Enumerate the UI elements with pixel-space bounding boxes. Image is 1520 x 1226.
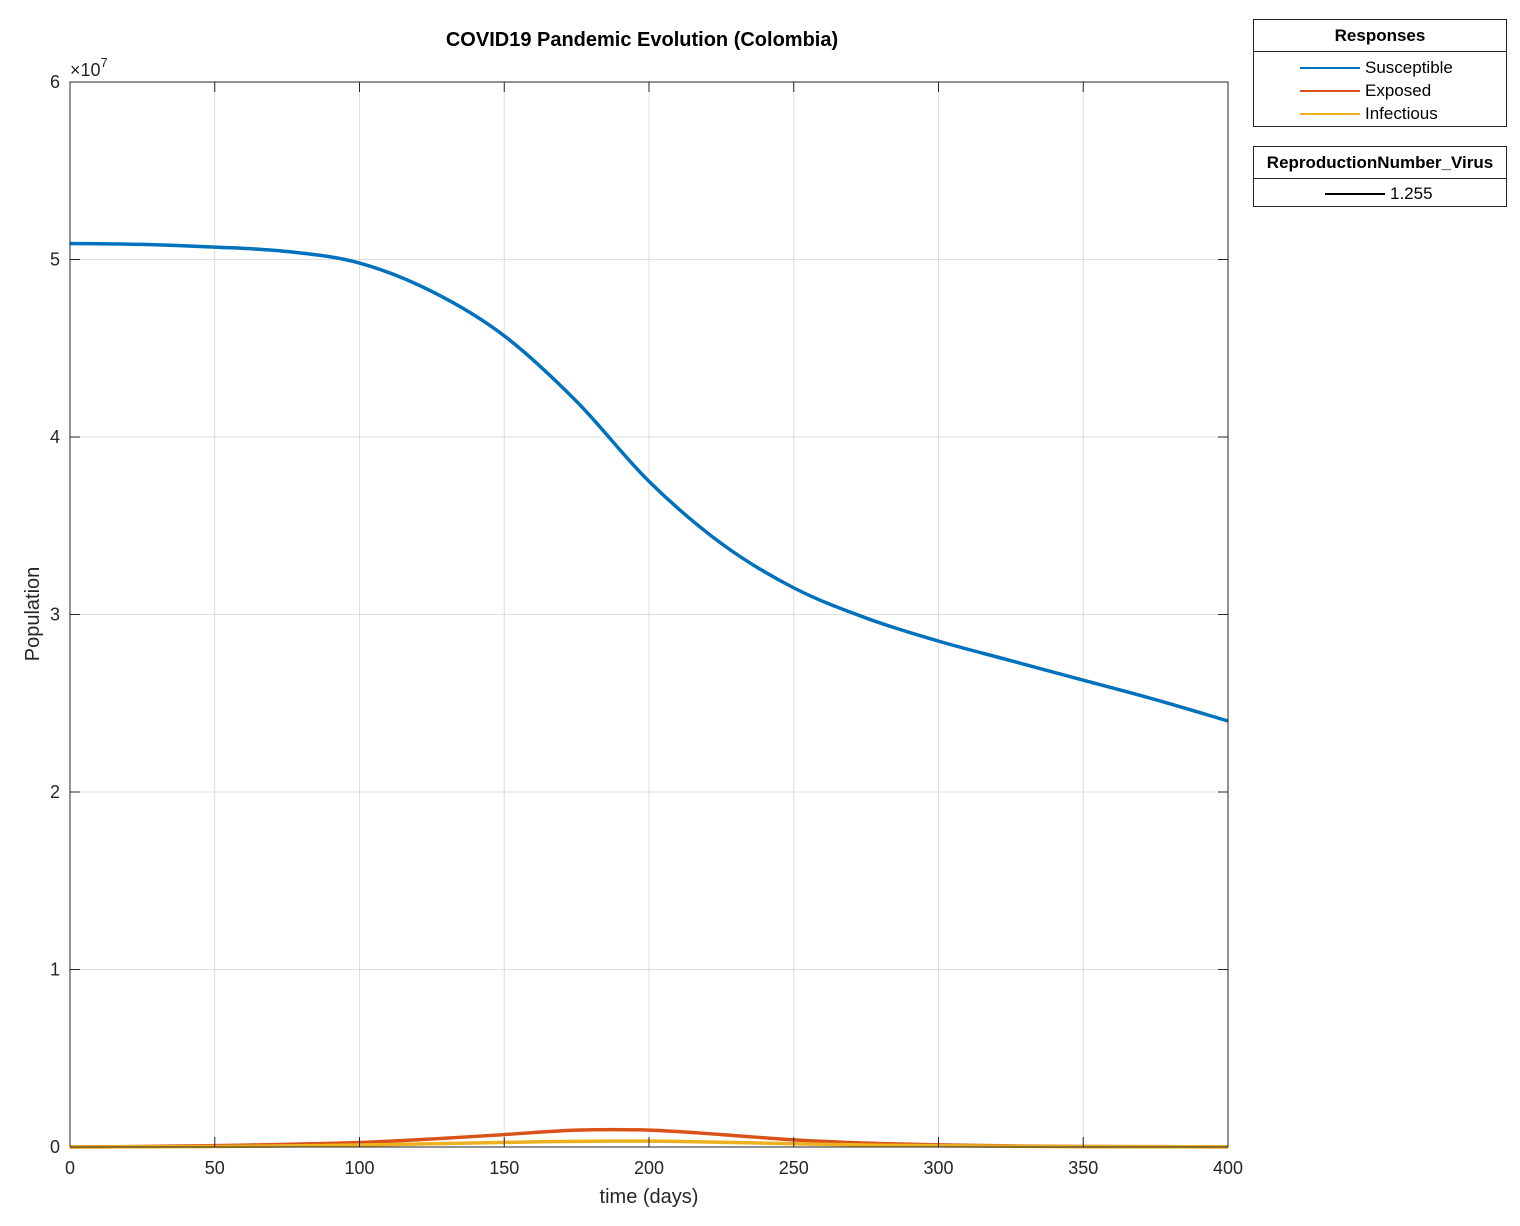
x-tick-label: 0 [65,1158,75,1178]
legend-label: Infectious [1365,104,1438,123]
legend-reproduction-number: ReproductionNumber_Virus 1.255 [1253,146,1507,207]
x-tick-label: 400 [1213,1158,1243,1178]
legend-title: Responses [1254,20,1506,52]
axis-ticks [69,81,1229,1148]
x-tick-label: 200 [634,1158,664,1178]
legend-swatch [1300,67,1360,69]
y-tick-label: 5 [50,250,60,270]
x-axis-label: time (days) [600,1186,699,1208]
x-tick-label: 350 [1068,1158,1098,1178]
legend2-entries: 1.255 [1254,179,1506,205]
legend-label: Susceptible [1365,58,1453,77]
legend-label: Exposed [1365,81,1432,100]
y-tick-label: 4 [50,427,60,447]
legend-responses: Responses Susceptible Exposed Infectious [1253,19,1507,127]
legend-swatch [1300,113,1360,115]
legend2-swatch [1325,193,1385,195]
legend2-label: 1.255 [1390,184,1433,203]
y-tick-label: 1 [50,960,60,980]
legend-entry: Exposed [1254,79,1506,102]
x-tick-label: 300 [923,1158,953,1178]
series-line-susceptible [69,241,1229,723]
y-tick-label: 0 [50,1137,60,1157]
legend-swatch [1300,90,1360,92]
legend2-entry: 1.255 [1254,182,1506,205]
x-tick-label: 100 [344,1158,374,1178]
y-tick-label: 3 [50,605,60,625]
plot-area [70,82,1228,1147]
x-tick-label: 50 [205,1158,225,1178]
y-tick-label: 2 [50,782,60,802]
x-tick-label: 250 [779,1158,809,1178]
legend2-title: ReproductionNumber_Virus [1254,147,1506,179]
legend-entries: Susceptible Exposed Infectious [1254,52,1506,125]
x-tick-labels: 0 50 100 150 200 250 300 350 400 [65,1158,1243,1178]
y-axis-exponent: ×107 [70,55,108,80]
legend-entry: Infectious [1254,102,1506,125]
y-axis-label: Population [22,567,44,662]
legend-entry: Susceptible [1254,56,1506,79]
y-tick-label: 6 [50,72,60,92]
chart-title: COVID19 Pandemic Evolution (Colombia) [446,29,838,51]
x-tick-label: 150 [489,1158,519,1178]
y-tick-labels: 0 1 2 3 4 5 6 [50,72,60,1157]
